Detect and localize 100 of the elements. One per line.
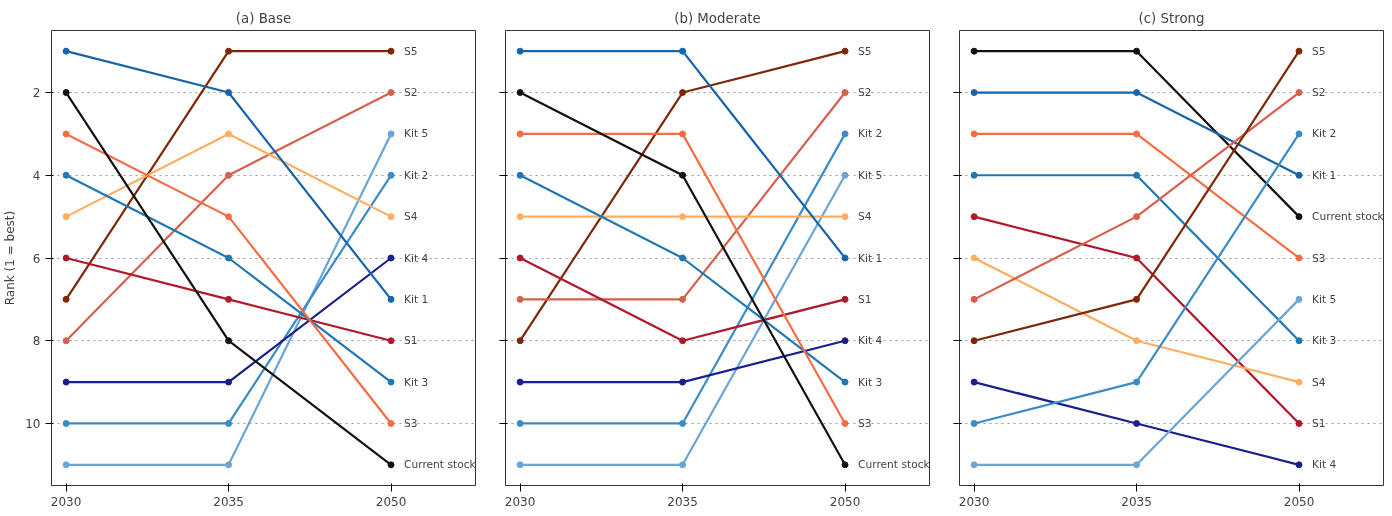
- point: [516, 254, 524, 262]
- point: [841, 89, 849, 97]
- point: [679, 130, 687, 138]
- point: [225, 254, 233, 262]
- point: [225, 47, 233, 55]
- point: [62, 130, 70, 138]
- point: [62, 254, 70, 262]
- point: [387, 171, 395, 179]
- point: [679, 47, 687, 55]
- point: [679, 378, 687, 386]
- x-tick-label: 2050: [1283, 494, 1315, 509]
- series-label: S3: [1312, 251, 1326, 265]
- series-label: S1: [1312, 416, 1326, 430]
- point: [1295, 213, 1303, 221]
- point: [387, 130, 395, 138]
- point: [679, 213, 687, 221]
- point: [1133, 130, 1141, 138]
- point: [679, 337, 687, 345]
- point: [1295, 295, 1303, 303]
- point: [387, 337, 395, 345]
- point: [62, 295, 70, 303]
- point: [679, 295, 687, 303]
- point: [970, 213, 978, 221]
- point: [516, 171, 524, 179]
- series-label: S5: [404, 44, 418, 58]
- point: [516, 337, 524, 345]
- point: [1295, 378, 1303, 386]
- point: [970, 130, 978, 138]
- series-label: Kit 4: [858, 334, 883, 348]
- point: [62, 419, 70, 427]
- point: [679, 254, 687, 262]
- point: [1295, 254, 1303, 262]
- point: [1295, 461, 1303, 469]
- point: [1133, 295, 1141, 303]
- point: [516, 130, 524, 138]
- series-label: Kit 5: [1312, 292, 1337, 306]
- series-label: S2: [1312, 86, 1326, 100]
- point: [62, 337, 70, 345]
- point: [387, 213, 395, 221]
- point: [516, 213, 524, 221]
- point: [970, 295, 978, 303]
- point: [970, 419, 978, 427]
- point: [225, 89, 233, 97]
- point: [387, 89, 395, 97]
- point: [62, 461, 70, 469]
- series-label: S4: [858, 210, 872, 224]
- series-label: S2: [858, 86, 872, 100]
- point: [841, 419, 849, 427]
- point: [225, 130, 233, 138]
- series-label: S3: [858, 416, 872, 430]
- point: [1133, 89, 1141, 97]
- point: [841, 171, 849, 179]
- series-label: Current stock: [858, 458, 931, 472]
- point: [387, 378, 395, 386]
- series-label: S2: [404, 86, 418, 100]
- point: [225, 461, 233, 469]
- point: [679, 461, 687, 469]
- series-label: Kit 4: [404, 251, 429, 265]
- point: [225, 295, 233, 303]
- series-label: Kit 4: [1312, 458, 1337, 472]
- series-label: Kit 3: [1312, 334, 1337, 348]
- point: [225, 213, 233, 221]
- series-label: Current stock: [1312, 210, 1385, 224]
- point: [1133, 213, 1141, 221]
- series-label: Kit 2: [1312, 127, 1337, 141]
- point: [225, 419, 233, 427]
- series-label: Current stock: [404, 458, 477, 472]
- point: [970, 89, 978, 97]
- series-label: S4: [1312, 375, 1326, 389]
- y-tick-label: 8: [32, 334, 41, 349]
- point: [516, 378, 524, 386]
- point: [1295, 47, 1303, 55]
- point: [387, 295, 395, 303]
- chart-title: (c) Strong: [1138, 10, 1205, 26]
- point: [970, 47, 978, 55]
- point: [1133, 47, 1141, 55]
- point: [387, 419, 395, 427]
- point: [387, 461, 395, 469]
- point: [970, 461, 978, 469]
- x-tick-label: 2030: [504, 494, 536, 509]
- point: [1295, 89, 1303, 97]
- point: [1133, 461, 1141, 469]
- x-tick-label: 2030: [50, 494, 82, 509]
- point: [225, 378, 233, 386]
- point: [1295, 171, 1303, 179]
- series-label: Kit 2: [858, 127, 883, 141]
- y-axis-title: Rank (1 = best): [3, 210, 18, 306]
- point: [225, 337, 233, 345]
- point: [1295, 130, 1303, 138]
- series-label: S1: [858, 292, 872, 306]
- point: [970, 337, 978, 345]
- series-label: Kit 1: [1312, 168, 1337, 182]
- x-tick-label: 2035: [1121, 494, 1152, 509]
- point: [841, 378, 849, 386]
- point: [1133, 254, 1141, 262]
- series-label: S4: [404, 210, 418, 224]
- point: [516, 89, 524, 97]
- point: [387, 47, 395, 55]
- y-tick-label: 10: [25, 416, 41, 431]
- x-tick-label: 2035: [667, 494, 698, 509]
